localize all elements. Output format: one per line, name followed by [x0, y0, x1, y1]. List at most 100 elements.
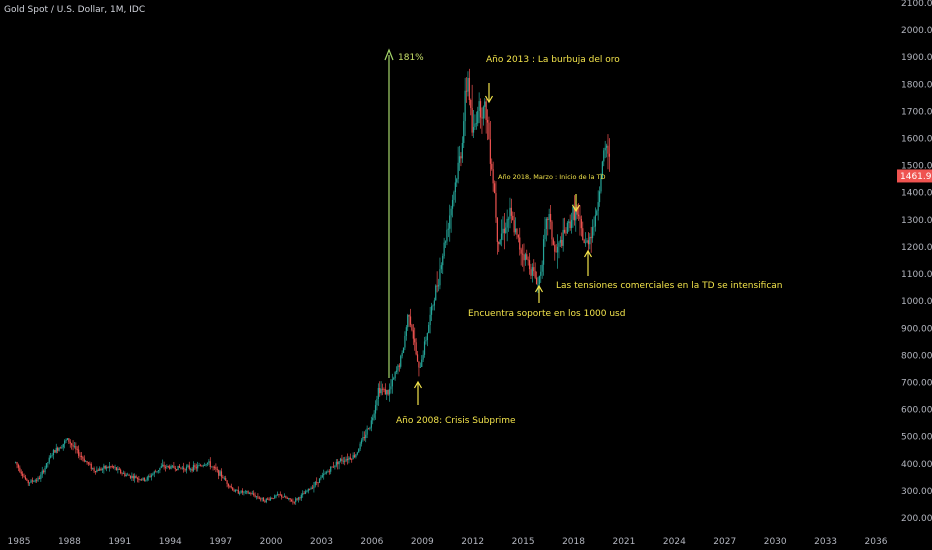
candle-body — [523, 254, 525, 261]
candle-body — [383, 388, 385, 390]
time-axis[interactable]: 1985 1988 1991 1994 1997 2000 2003 2006 2009 2012… — [8, 537, 888, 547]
candle-body — [44, 467, 46, 473]
candle-body — [93, 468, 95, 472]
candle-body — [253, 493, 255, 495]
candle-body — [573, 206, 575, 221]
x-tick-label: 2003 — [310, 537, 333, 547]
candle-body — [19, 467, 21, 472]
candle-body — [363, 437, 365, 439]
x-tick-label: 1997 — [209, 537, 232, 547]
candle-body — [533, 267, 535, 272]
candle-body — [237, 489, 239, 494]
candle-body — [332, 466, 335, 468]
annotation-support-1000: Encuentra soporte en los 1000 usd — [468, 309, 625, 319]
candle-body — [124, 473, 126, 477]
candle-body — [185, 466, 188, 471]
arrow-2013-head — [484, 95, 494, 104]
candle-body — [513, 220, 515, 233]
candle-body — [262, 497, 265, 502]
candle-body — [500, 233, 503, 240]
candle-body — [120, 469, 122, 473]
y-tick-label: 1300.00 — [901, 216, 932, 226]
candle-body — [283, 496, 286, 498]
candle-body — [577, 214, 580, 217]
candle-body — [512, 215, 514, 221]
candle-body — [391, 379, 393, 387]
y-tick-label: 600.00 — [901, 406, 932, 416]
candle-body — [232, 487, 234, 491]
candle-body — [499, 239, 501, 245]
candle-body — [216, 469, 218, 471]
candle-body — [433, 300, 435, 306]
gain-arrow-head — [384, 48, 394, 61]
candle-body — [587, 240, 589, 245]
y-tick-label: 300.00 — [901, 487, 932, 497]
candle-body — [551, 221, 553, 240]
candle-body — [26, 479, 28, 481]
candle-body — [341, 458, 343, 462]
candle-body — [555, 251, 557, 253]
candle-body — [71, 443, 73, 446]
candle-body — [565, 232, 567, 234]
candle-body — [135, 475, 137, 479]
candle-body — [33, 481, 35, 483]
candle-body — [23, 475, 25, 478]
y-tick-label: 400.00 — [901, 460, 932, 470]
candle-body — [17, 464, 20, 468]
candle-body — [290, 499, 293, 502]
candle-body — [351, 458, 353, 460]
candle-body — [407, 315, 409, 328]
candle-body — [327, 471, 329, 473]
candle-body — [477, 110, 479, 124]
candle-body — [443, 242, 445, 256]
candle-body — [338, 461, 340, 465]
candle-body — [394, 372, 396, 379]
candle-body — [103, 465, 105, 469]
candle-body — [97, 469, 99, 471]
candle-body — [244, 491, 246, 493]
candle-body — [568, 221, 570, 223]
candle-body — [152, 473, 154, 476]
candle-body — [519, 237, 521, 250]
candle-body — [297, 497, 300, 500]
arrow-tensions-head — [583, 249, 593, 258]
candle-body — [465, 90, 468, 92]
candle-body — [145, 479, 147, 481]
candle-body — [205, 463, 207, 466]
candle-body — [79, 455, 81, 457]
candle-body — [493, 183, 496, 194]
candle-body — [199, 465, 202, 467]
candle-body — [198, 465, 200, 467]
candle-body — [608, 153, 610, 157]
candle-body — [517, 234, 519, 238]
candle-body — [187, 465, 189, 467]
price-axis[interactable]: 200.00 300.00 400.00 500.00 600.00 700.00 800.… — [901, 0, 932, 524]
candle-body — [430, 306, 433, 315]
candle-body — [31, 480, 34, 482]
candle-body — [156, 471, 158, 472]
candle-body — [534, 271, 536, 278]
candle-body — [251, 493, 253, 495]
candle-body — [236, 489, 238, 491]
candle-body — [15, 462, 17, 463]
candle-body — [204, 465, 206, 466]
candle-body — [261, 497, 263, 499]
candle-body — [548, 213, 550, 220]
candle-body — [181, 467, 183, 469]
candle-body — [474, 123, 476, 127]
candle-body — [583, 240, 585, 244]
candle-body — [366, 428, 368, 435]
candle-body — [65, 439, 67, 441]
candle-body — [422, 354, 424, 360]
candle-body — [471, 107, 473, 133]
candle-body — [314, 481, 316, 486]
candle-body — [323, 473, 325, 476]
candle-body — [66, 438, 69, 440]
candle-body — [531, 267, 533, 276]
candle-body — [561, 239, 563, 246]
candle-body — [447, 228, 449, 230]
candle-body — [146, 477, 148, 480]
candle-body — [303, 493, 305, 495]
candle-body — [101, 468, 104, 471]
